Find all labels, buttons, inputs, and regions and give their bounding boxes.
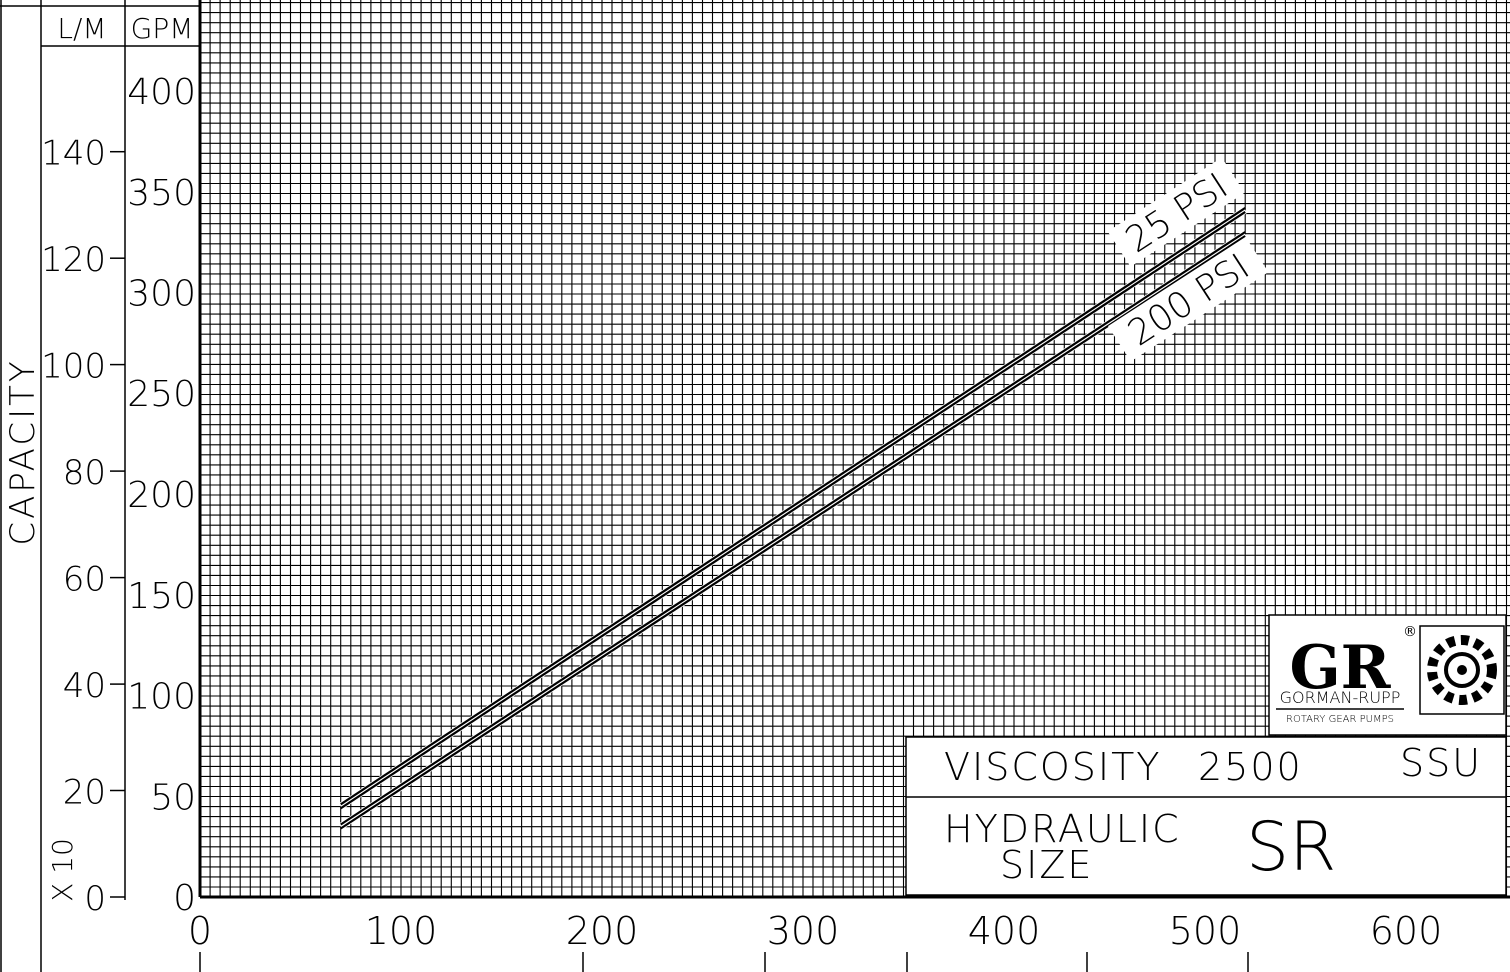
viscosity-unit: SSU xyxy=(1400,741,1482,785)
logo-letters: GR xyxy=(1289,633,1391,703)
viscosity-value: 2500 xyxy=(1198,745,1303,789)
unit-gpm: GPM xyxy=(131,12,194,45)
y-lm-tick-label: 0 xyxy=(84,879,106,919)
gorman-rupp-logo: GR ® GORMAN-RUPP ROTARY GEAR PUMPS xyxy=(1268,614,1507,736)
y-lm-tick-label: 140 xyxy=(41,134,106,174)
hydraulic-label-line2: SIZE xyxy=(1000,843,1093,887)
hydraulic-value: SR xyxy=(1246,808,1336,887)
series-line-bg-0 xyxy=(338,206,1248,810)
series-line-0-b xyxy=(340,210,1246,810)
y-lm-tick-label: 100 xyxy=(41,347,106,387)
series-lines xyxy=(338,206,1248,830)
x-tick-label: 600 xyxy=(1370,909,1443,953)
y-lm-tick-label: 40 xyxy=(63,666,106,706)
logo-tagline: ROTARY GEAR PUMPS xyxy=(1286,714,1394,725)
series-line-0 xyxy=(340,206,1246,806)
y-gpm-tick-label: 200 xyxy=(127,475,196,516)
series-line-1 xyxy=(340,231,1246,826)
x-tick-label: 0 xyxy=(188,909,212,953)
x-tick-label: 200 xyxy=(566,909,639,953)
y-gpm-tick-label: 100 xyxy=(127,677,196,718)
x-tick-label: 500 xyxy=(1169,909,1242,953)
y-gpm-tick-label: 300 xyxy=(127,274,196,315)
y-gpm-tick-label: 250 xyxy=(127,374,196,415)
gear-icon xyxy=(1419,625,1505,715)
y-gpm-tick-label: 50 xyxy=(150,777,196,818)
y-gpm-tick-label: 400 xyxy=(127,72,196,113)
y-lm-tick-label: 120 xyxy=(41,240,106,280)
logo-brand: GORMAN-RUPP xyxy=(1280,688,1401,707)
logo-registered: ® xyxy=(1403,624,1417,640)
y-gpm-tick-label: 150 xyxy=(127,576,196,617)
y-gpm-tick-label: 350 xyxy=(127,173,196,214)
unit-lm: L/M xyxy=(57,12,106,45)
viscosity-label: VISCOSITY xyxy=(944,745,1162,789)
x-tick-label: 400 xyxy=(968,909,1041,953)
y-lm-tick-label: 80 xyxy=(63,453,106,493)
series-line-bg-1 xyxy=(338,231,1248,830)
y-gpm-tick-label: 0 xyxy=(173,878,196,919)
series-line-1-b xyxy=(340,235,1246,830)
y-lm-tick-label: 60 xyxy=(63,560,106,600)
info-box: VISCOSITY 2500 SSU HYDRAULIC SIZE SR xyxy=(905,736,1507,896)
y-axis-title: CAPACITY xyxy=(3,358,43,545)
hydraulic-label-line1: HYDRAULIC xyxy=(944,807,1181,851)
tick-labels: 0 100 200 300 400 500 600050100150200250300350… xyxy=(41,72,1442,953)
x-tick-label: 100 xyxy=(365,909,438,953)
y-lm-tick-label: 20 xyxy=(63,773,106,813)
y-axis-multiplier: X 10 xyxy=(46,838,79,902)
x-tick-label: 300 xyxy=(767,909,840,953)
